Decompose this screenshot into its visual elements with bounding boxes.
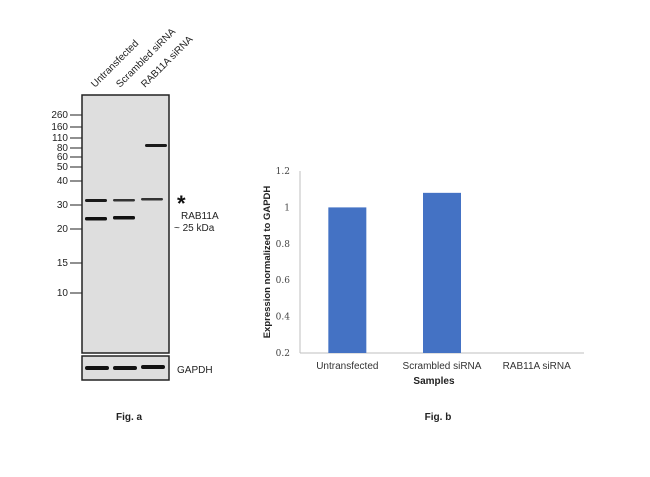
y-tick-label: 1	[284, 203, 290, 213]
fig-b-label: Fig. b	[425, 412, 452, 423]
mw-markers: 260 160 110 80 60 50 40 30 20 15 10	[51, 110, 68, 299]
mw-marker: 50	[57, 162, 69, 173]
band-rab11a-lane2	[113, 216, 135, 220]
chart-x-ticks: Untransfected Scrambled siRNA RAB11A siRNA	[316, 361, 571, 372]
x-axis-label: Samples	[413, 376, 455, 387]
asterisk-annotation: *	[177, 191, 186, 216]
y-tick-label: 0.2	[276, 349, 290, 359]
mw-marker: 20	[57, 224, 69, 235]
fig-a-label: Fig. a	[116, 412, 143, 423]
x-tick-label: Untransfected	[316, 361, 378, 372]
mw-ticks	[70, 114, 82, 294]
gapdh-band-lane2	[113, 366, 137, 370]
mw-marker: 15	[57, 258, 69, 269]
target-label: RAB11A	[181, 211, 219, 222]
gapdh-band-lane1	[85, 366, 109, 370]
bar	[423, 192, 461, 353]
y-tick-label: 0.4	[276, 313, 291, 323]
mw-marker: 60	[57, 152, 69, 163]
y-tick-label: 1.2	[276, 167, 290, 177]
mw-marker: 260	[51, 110, 68, 121]
chart-bars	[328, 192, 461, 353]
mw-marker: 30	[57, 200, 69, 211]
mw-marker: 160	[51, 122, 68, 133]
gapdh-band-lane3	[141, 365, 165, 369]
chart-y-ticks: 0.2 0.4 0.6 0.8 1 1.2	[276, 167, 291, 359]
x-tick-label: RAB11A siRNA	[503, 361, 572, 372]
band-30kda-lane2	[113, 199, 135, 202]
y-tick-label: 0.6	[276, 276, 291, 286]
mw-marker: 110	[52, 133, 68, 144]
band-30kda-lane3	[141, 198, 163, 201]
band-80kda-lane3	[145, 144, 167, 147]
gapdh-label: GAPDH	[177, 365, 213, 376]
mw-marker: 80	[57, 143, 69, 154]
bar	[328, 207, 367, 353]
band-30kda-lane1	[85, 199, 107, 202]
y-tick-label: 0.8	[276, 240, 291, 250]
y-axis-label: Expression normalized to GAPDH	[262, 186, 273, 339]
blot-panel	[81, 94, 170, 354]
target-size: ~ 25 kDa	[174, 223, 215, 234]
band-rab11a-lane1	[85, 217, 107, 221]
blot-bands	[85, 144, 167, 221]
mw-marker: 40	[57, 176, 69, 187]
mw-marker: 10	[57, 288, 69, 299]
x-tick-label: Scrambled siRNA	[403, 361, 482, 372]
